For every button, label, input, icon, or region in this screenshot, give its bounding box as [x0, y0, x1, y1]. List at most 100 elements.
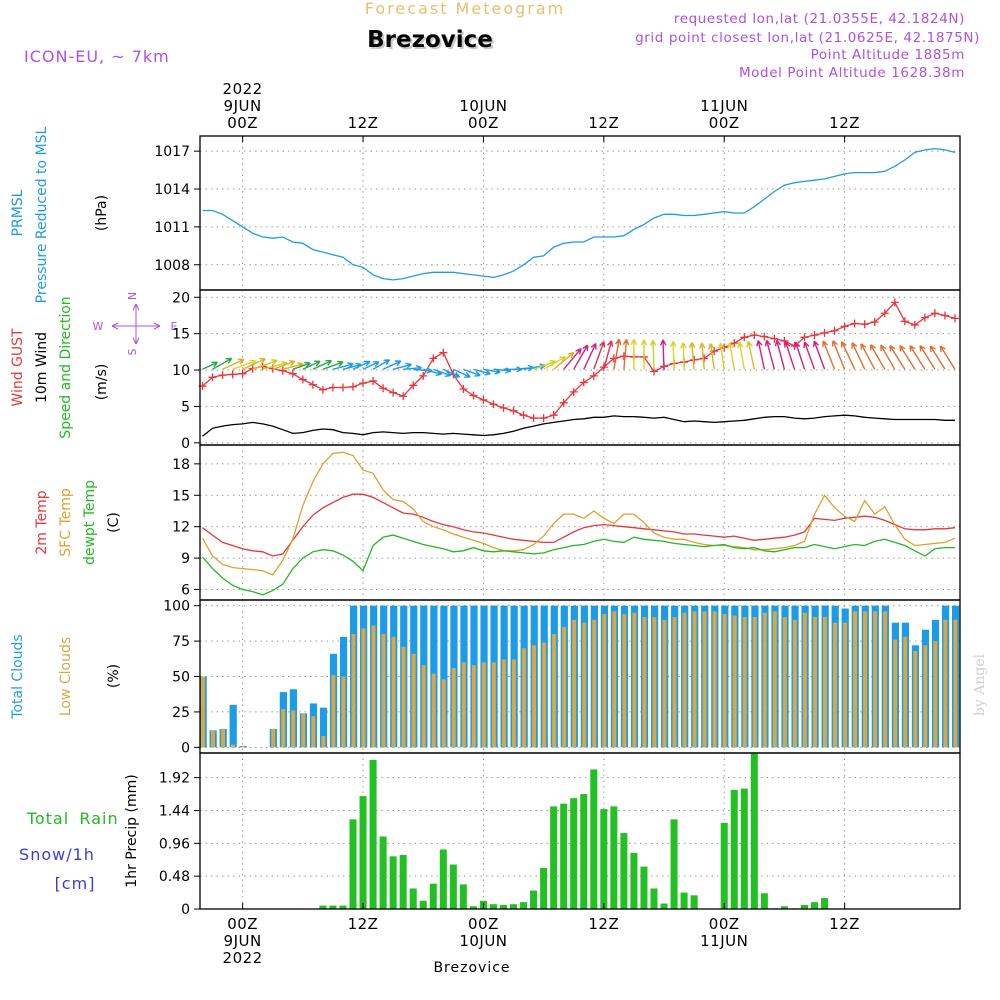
- wind-arrow: [362, 361, 380, 370]
- precip-bar: [489, 904, 497, 909]
- low-cloud-bar: [953, 619, 958, 748]
- precip-legend-label: Snow/1h: [19, 845, 95, 864]
- low-cloud-bar: [511, 659, 516, 748]
- place-title-front: Brezovice: [367, 27, 493, 53]
- wind-axis-label: Speed and Direction: [58, 296, 74, 438]
- precip-panel: 0 0.48 0.96 1.44 1.92: [159, 752, 961, 918]
- precip-bar: [640, 866, 648, 909]
- wind-arrow: [613, 338, 622, 370]
- gust-marker: [870, 318, 879, 327]
- gust-marker: [519, 411, 528, 420]
- wind-arrow: [803, 341, 816, 370]
- clouds-unit-label: (%): [106, 664, 122, 688]
- precip-bar: [369, 759, 377, 909]
- gust-marker: [469, 391, 478, 400]
- low-cloud-bar: [451, 668, 456, 748]
- precip-legend-label: Total: [26, 809, 69, 828]
- low-cloud-bar: [602, 614, 607, 748]
- temperature-series-dewpt-temp: [202, 534, 955, 596]
- low-cloud-bar: [221, 728, 225, 748]
- gust-marker: [369, 376, 378, 385]
- precip-bar: [811, 902, 819, 909]
- wind-arrow: [212, 357, 233, 370]
- compass-n: N: [126, 292, 139, 300]
- top-time-tick-label: 12Z: [348, 114, 379, 132]
- low-cloud-bar: [431, 673, 436, 748]
- gust-marker: [549, 411, 558, 420]
- gust-marker: [579, 378, 588, 387]
- wind-arrow: [443, 368, 461, 378]
- gust-marker: [850, 319, 859, 328]
- wind-arrow: [463, 368, 481, 377]
- low-cloud-bar: [421, 665, 426, 748]
- gust-marker: [298, 375, 307, 384]
- clouds-ytick-label: 75: [172, 634, 190, 650]
- low-cloud-bar: [271, 728, 276, 748]
- wind-arrow: [583, 342, 597, 370]
- gust-marker: [409, 381, 418, 390]
- low-cloud-bar: [812, 617, 817, 748]
- pressure-axis-label: PRMSL: [10, 189, 26, 236]
- wind-arrow: [242, 358, 266, 370]
- pressure-frame: [199, 135, 961, 291]
- precip-bar: [610, 806, 618, 909]
- wind-unit-label: (m/s): [94, 364, 110, 401]
- low-cloud-bar: [321, 736, 326, 748]
- gust-marker: [208, 373, 217, 382]
- low-cloud-bar: [712, 611, 717, 748]
- clouds-axis-label: Low Clouds: [58, 637, 74, 716]
- low-cloud-bar: [351, 634, 356, 748]
- wind-axis-label: Wind GUST: [10, 328, 26, 407]
- wind-arrow: [889, 345, 906, 370]
- low-cloud-bar: [692, 611, 697, 748]
- gust-marker: [830, 326, 839, 335]
- wind-arrow: [649, 339, 657, 370]
- pressure-series-prmsl: [202, 147, 956, 281]
- low-cloud-bar: [883, 611, 888, 748]
- temperature-ytick-label: 15: [172, 488, 190, 504]
- gust-marker: [700, 354, 709, 363]
- gust-marker: [730, 339, 739, 348]
- precip-bar: [630, 852, 638, 909]
- temperature-axis-label: SFC Temp: [58, 488, 74, 557]
- precip-bar: [570, 798, 578, 909]
- wind-arrow: [322, 360, 344, 370]
- low-cloud-bar: [461, 662, 466, 748]
- low-cloud-bar: [893, 639, 898, 748]
- pressure-ytick-label: 1008: [154, 258, 190, 274]
- low-cloud-bar: [752, 617, 757, 748]
- gust-marker: [770, 334, 779, 343]
- wind-arrow: [272, 360, 296, 370]
- wind-arrow: [880, 344, 896, 370]
- low-cloud-bar: [802, 612, 807, 748]
- model-altitude: Model Point Altitude 1628.38m: [739, 65, 965, 81]
- low-cloud-bar: [742, 617, 747, 748]
- gust-marker: [810, 331, 819, 340]
- wind-arrow: [222, 358, 245, 370]
- pressure-ytick-label: 1014: [154, 182, 190, 198]
- gust-marker: [429, 354, 438, 363]
- bottom-time-tick-label: 10JUN: [459, 932, 507, 950]
- top-time-tick-label: 9JUN: [224, 97, 262, 115]
- low-cloud-bar: [732, 615, 737, 748]
- temperature-ytick-label: 6: [181, 583, 190, 599]
- clouds-axis-label: Total Clouds: [10, 634, 26, 719]
- precip-bar: [429, 883, 437, 909]
- gust-marker: [569, 387, 578, 396]
- wind-ytick-label: 20: [172, 290, 190, 306]
- low-cloud-bar: [311, 716, 316, 748]
- low-cloud-bar: [381, 634, 386, 748]
- temperature-ytick-label: 18: [172, 457, 190, 473]
- gust-marker: [529, 414, 538, 423]
- wind-arrow: [727, 342, 735, 370]
- gust-marker: [479, 395, 488, 404]
- wind-arrow: [851, 342, 866, 370]
- wind-series-wind-gust: [202, 301, 956, 419]
- top-time-tick-label: 12Z: [829, 114, 860, 132]
- precip-bar: [389, 856, 397, 909]
- low-cloud-bar: [572, 619, 577, 748]
- low-cloud-bar: [501, 659, 506, 748]
- wind-arrow: [563, 347, 582, 370]
- gust-marker: [940, 311, 949, 320]
- requested-coords: requested lon,lat (21.0355E, 42.1824N): [674, 11, 965, 27]
